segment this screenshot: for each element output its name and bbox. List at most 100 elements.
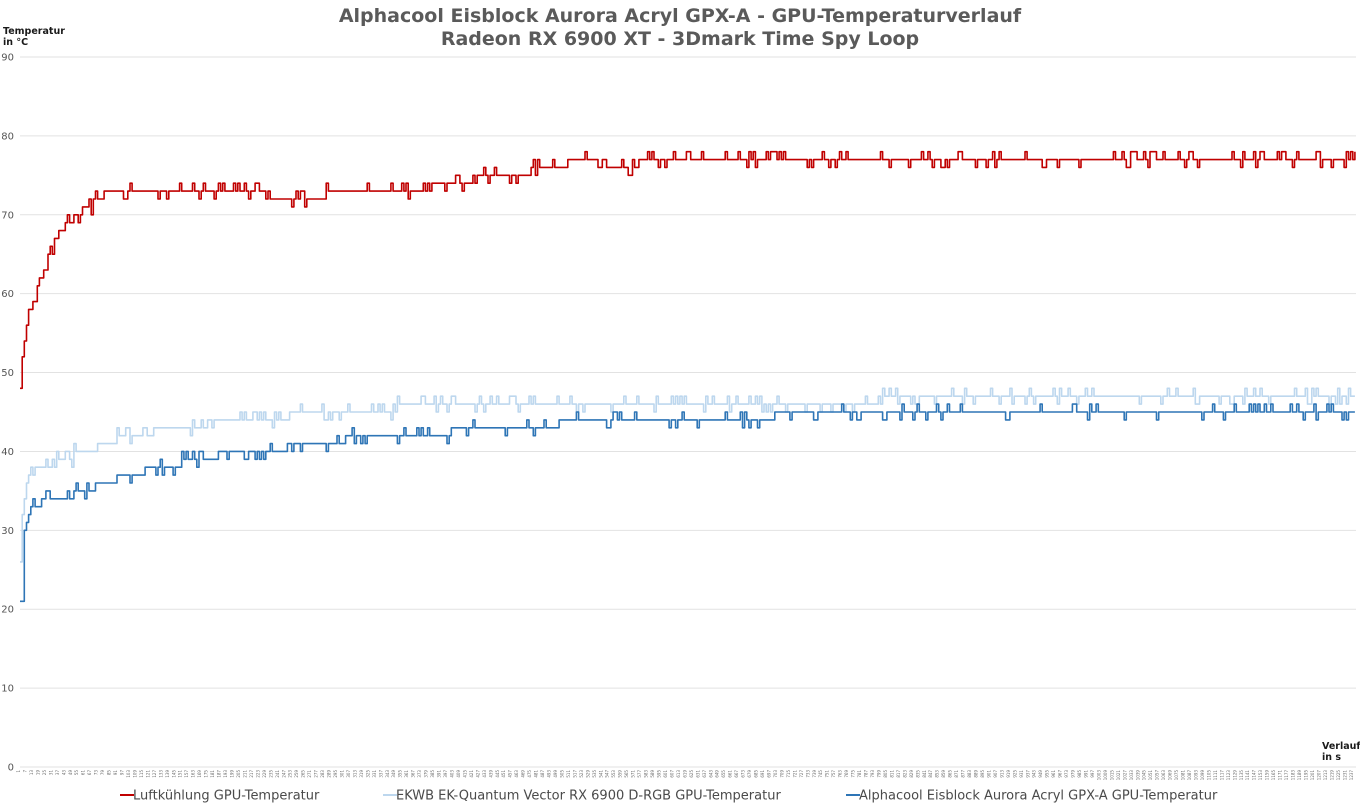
- y-tick-label: 30: [1, 526, 14, 537]
- x-tick-label: 433: [482, 770, 487, 778]
- x-tick-label: 955: [1045, 770, 1050, 778]
- x-tick-label: 595: [657, 770, 662, 778]
- x-tick-label: 775: [851, 770, 856, 778]
- x-tick-label: 175: [204, 770, 209, 778]
- x-tick-label: 97: [120, 770, 125, 776]
- x-tick-label: 1081: [1181, 770, 1186, 781]
- x-tick-label: 481: [534, 770, 539, 778]
- x-tick-label: 349: [391, 770, 396, 778]
- x-tick-label: 787: [864, 770, 869, 778]
- x-axis-label-line2: in s: [1322, 752, 1341, 763]
- x-tick-label: 475: [527, 770, 532, 778]
- x-tick-label: 223: [255, 770, 260, 778]
- x-tick-label: 571: [631, 770, 636, 778]
- x-tick-label: 907: [993, 770, 998, 778]
- x-tick-label: 535: [592, 770, 597, 778]
- x-tick-label: 373: [417, 770, 422, 778]
- x-tick-label: 745: [818, 770, 823, 778]
- x-tick-label: 415: [462, 770, 467, 778]
- x-tick-label: 685: [754, 770, 759, 778]
- x-tick-label: 19: [35, 770, 40, 776]
- x-tick-label: 139: [165, 770, 170, 778]
- x-tick-label: 499: [553, 770, 558, 778]
- x-tick-label: 739: [812, 770, 817, 778]
- x-tick-label: 1087: [1187, 770, 1192, 781]
- x-tick-label: 1111: [1213, 770, 1218, 781]
- x-tick-label: 1063: [1161, 770, 1166, 781]
- x-tick-label: 859: [941, 770, 946, 778]
- x-tick-label: 523: [579, 770, 584, 778]
- x-tick-label: 895: [980, 770, 985, 778]
- y-axis-label-line1: Temperatur: [3, 26, 65, 37]
- x-tick-label: 127: [152, 770, 157, 778]
- x-tick-label: 1213: [1323, 770, 1328, 781]
- chart-subtitle: Radeon RX 6900 XT - 3Dmark Time Spy Loop: [441, 28, 919, 50]
- x-tick-label: 307: [346, 770, 351, 778]
- x-tick-label: 181: [210, 770, 215, 778]
- x-tick-label: 601: [663, 770, 668, 778]
- x-tick-label: 229: [262, 770, 267, 778]
- x-tick-label: 697: [766, 770, 771, 778]
- x-tick-label: 1: [16, 770, 21, 773]
- x-tick-label: 919: [1006, 770, 1011, 778]
- x-tick-label: 1123: [1226, 770, 1231, 781]
- x-tick-label: 385: [430, 770, 435, 778]
- grid-lines: [20, 56, 1356, 768]
- x-tick-label: 511: [566, 770, 571, 778]
- x-tick-label: 817: [896, 770, 901, 778]
- x-tick-label: 541: [598, 770, 603, 778]
- x-tick-label: 607: [669, 770, 674, 778]
- x-tick-label: 1039: [1135, 770, 1140, 781]
- x-tick-label: 1075: [1174, 770, 1179, 781]
- x-tick-label: 733: [805, 770, 810, 778]
- y-axis-label-line2: in °C: [3, 37, 28, 48]
- x-tick-label: 1099: [1200, 770, 1205, 781]
- y-tick-label: 0: [8, 763, 14, 774]
- x-tick-label: 217: [249, 770, 254, 778]
- x-tick-label: 1021: [1116, 770, 1121, 781]
- x-tick-label: 277: [314, 770, 319, 778]
- x-tick-label: 1093: [1193, 770, 1198, 781]
- x-tick-label: 811: [889, 770, 894, 778]
- legend-label-3: Alphacool Eisblock Aurora Acryl GPX-A GP…: [859, 789, 1218, 804]
- x-tick-label: 55: [74, 770, 79, 776]
- legend-label-1: Luftkühlung GPU-Temperatur: [133, 789, 320, 804]
- x-tick-label: 1201: [1310, 770, 1315, 781]
- x-tick-label: 913: [999, 770, 1004, 778]
- x-tick-label: 949: [1038, 770, 1043, 778]
- x-tick-label: 1171: [1278, 770, 1283, 781]
- x-tick-label: 679: [747, 770, 752, 778]
- x-tick-label: 667: [734, 770, 739, 778]
- series-line-1: [20, 150, 1356, 390]
- x-tick-label: 991: [1084, 770, 1089, 778]
- series-line-2: [20, 387, 1355, 563]
- x-tick-label: 1015: [1109, 770, 1114, 781]
- x-tick-label: 265: [301, 770, 306, 778]
- x-tick-label: 1027: [1122, 770, 1127, 781]
- y-tick-label: 40: [1, 447, 14, 458]
- x-tick-label: 457: [508, 770, 513, 778]
- x-tick-label: 1165: [1271, 770, 1276, 781]
- x-tick-label: 493: [547, 770, 552, 778]
- x-tick-label: 313: [352, 770, 357, 778]
- x-tick-label: 1237: [1349, 770, 1354, 781]
- x-tick-label: 163: [191, 770, 196, 778]
- x-tick-label: 391: [437, 770, 442, 778]
- x-tick-label: 1135: [1239, 770, 1244, 781]
- x-tick-label: 583: [644, 770, 649, 778]
- x-tick-label: 865: [948, 770, 953, 778]
- x-tick-label: 829: [909, 770, 914, 778]
- x-tick-label: 331: [372, 770, 377, 778]
- x-tick-label: 103: [126, 770, 131, 778]
- x-tick-label: 463: [514, 770, 519, 778]
- x-tick-label: 121: [145, 770, 150, 778]
- x-tick-label: 985: [1077, 770, 1082, 778]
- x-tick-label: 889: [974, 770, 979, 778]
- legend: Luftkühlung GPU-Temperatur EKWB EK-Quantu…: [120, 789, 1218, 804]
- x-tick-label: 691: [760, 770, 765, 778]
- x-tick-label: 841: [922, 770, 927, 778]
- x-tick-label: 613: [676, 770, 681, 778]
- x-tick-label: 205: [236, 770, 241, 778]
- x-tick-label: 421: [469, 770, 474, 778]
